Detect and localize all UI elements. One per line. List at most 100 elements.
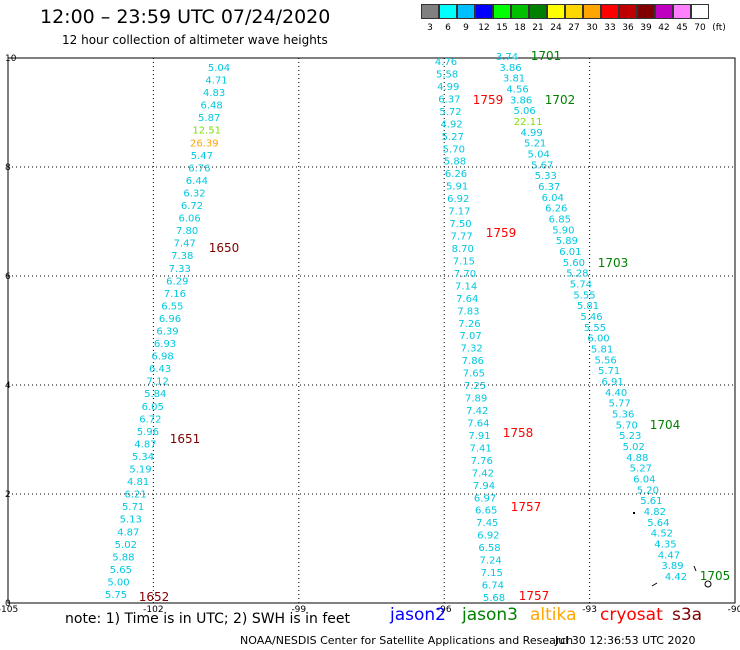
wave-height-value: 5.74 — [570, 280, 592, 291]
wave-height-value: 7.24 — [480, 556, 502, 567]
color-swatch — [439, 4, 457, 19]
page-title: 12:00 – 23:59 UTC 07/24/2020 — [40, 6, 331, 28]
wave-height-value: 5.13 — [120, 515, 142, 526]
wave-height-value: 7.33 — [169, 264, 191, 275]
footnote: note: 1) Time is in UTC; 2) SWH is in fe… — [65, 611, 351, 627]
wave-height-value: 6.85 — [549, 215, 571, 226]
wave-height-value: 4.52 — [651, 529, 673, 540]
wave-height-value: 12.51 — [192, 126, 221, 137]
legend-cryosat: cryosat — [600, 605, 663, 625]
wave-height-value: 6.97 — [474, 493, 496, 504]
pass-time-label: 1757 — [519, 589, 550, 603]
wave-height-value: 4.35 — [654, 540, 676, 551]
color-swatch — [421, 4, 439, 19]
color-scale-label: 18 — [514, 23, 526, 33]
wave-height-value: 6.00 — [587, 334, 609, 345]
pass-time-label: 1650 — [209, 241, 240, 255]
wave-height-value: 4.92 — [440, 119, 462, 130]
wave-height-value: 5.06 — [513, 106, 535, 117]
map-frame — [7, 57, 736, 604]
wave-height-value: 5.88 — [112, 552, 134, 563]
wave-height-value: 7.70 — [454, 269, 476, 280]
color-swatch — [493, 4, 511, 19]
color-swatch — [583, 4, 601, 19]
wave-height-value: 5.00 — [107, 577, 129, 588]
wave-height-value: 6.65 — [475, 506, 497, 517]
wave-height-value: 5.47 — [191, 151, 213, 162]
wave-height-value: 6.48 — [201, 101, 223, 112]
wave-height-value: 7.47 — [174, 239, 196, 250]
wave-height-value: 5.87 — [198, 113, 220, 124]
color-scale-label: 9 — [463, 23, 469, 33]
wave-height-value: 5.71 — [122, 502, 144, 513]
wave-height-value: 6.04 — [542, 193, 564, 204]
wave-height-value: 5.61 — [640, 496, 662, 507]
wave-height-value: 5.75 — [105, 590, 127, 601]
wave-height-value: 3.89 — [661, 561, 683, 572]
lat-tick-label: 6 — [5, 272, 11, 282]
wave-height-value: 7.65 — [463, 369, 485, 380]
legend-s3a: s3a — [672, 605, 703, 625]
wave-height-value: 7.07 — [459, 331, 481, 342]
wave-height-value: 6.55 — [161, 301, 183, 312]
wave-height-value: 5.58 — [436, 69, 458, 80]
wave-height-value: 5.19 — [129, 465, 151, 476]
color-scale-label: 24 — [550, 23, 562, 33]
pass-time-label: 1759 — [486, 226, 517, 240]
wave-height-value: 4.40 — [605, 388, 627, 399]
lon-tick-label: -99 — [291, 605, 306, 615]
color-scale-label: 39 — [640, 23, 652, 33]
wave-height-value: 4.99 — [521, 128, 543, 139]
wave-height-value: 7.15 — [481, 568, 503, 579]
wave-height-value: 6.29 — [166, 276, 188, 287]
wave-height-value: 6.39 — [156, 327, 178, 338]
wave-height-value: 3.81 — [503, 74, 525, 85]
unit-label: (ft) — [712, 23, 726, 33]
wave-height-value: 5.20 — [637, 485, 659, 496]
wave-height-value: 6.26 — [545, 204, 567, 215]
pass-time-label: 1701 — [531, 49, 562, 63]
coastline-mark — [651, 582, 658, 587]
credit-line: NOAA/NESDIS Center for Satellite Applica… — [240, 634, 574, 647]
wave-height-value: 6.76 — [188, 163, 210, 174]
pass-time-label: 1703 — [598, 256, 629, 270]
lon-tick-label: -93 — [582, 605, 597, 615]
generated-timestamp: Jul 30 12:36:53 UTC 2020 — [555, 634, 696, 647]
color-swatch — [565, 4, 583, 19]
wave-height-value: 8.70 — [452, 244, 474, 255]
wave-height-value: 7.45 — [476, 518, 498, 529]
wave-height-value: 5.28 — [566, 269, 588, 280]
pass-time-label: 1702 — [545, 93, 576, 107]
wave-height-value: 4.87 — [117, 527, 139, 538]
lon-tick-label: -105 — [0, 605, 18, 615]
wave-height-value: 5.34 — [132, 452, 154, 463]
wave-height-value: 3.86 — [499, 63, 521, 74]
wave-height-value: 6.06 — [178, 214, 200, 225]
color-scale-label: 45 — [676, 23, 688, 33]
color-scale-label: 15 — [496, 23, 508, 33]
legend-jason3: jason3 — [462, 605, 518, 625]
wave-height-value: 6.74 — [482, 581, 504, 592]
wave-height-value: 7.17 — [448, 207, 470, 218]
wave-height-value: 6.96 — [159, 314, 181, 325]
legend-altika: altika — [530, 605, 577, 625]
legend-jason2: jason2 — [390, 605, 446, 625]
wave-height-value: 7.80 — [176, 226, 198, 237]
wave-height-value: 4.56 — [506, 85, 528, 96]
wave-height-value: 5.60 — [563, 258, 585, 269]
wave-height-value: 7.64 — [456, 294, 478, 305]
color-scale-label: 42 — [658, 23, 670, 33]
color-swatch — [511, 4, 529, 19]
color-swatch — [673, 4, 691, 19]
wave-height-value: 7.91 — [468, 431, 490, 442]
wave-height-value: 6.37 — [438, 94, 460, 105]
lat-tick-label: 2 — [5, 490, 11, 500]
pass-time-label: 1652 — [139, 590, 170, 604]
wave-height-value: 5.70 — [443, 144, 465, 155]
color-swatch — [601, 4, 619, 19]
wave-height-value: 7.26 — [458, 319, 480, 330]
wave-height-value: 6.37 — [538, 182, 560, 193]
lat-tick-label: 8 — [5, 163, 11, 173]
color-scale-label: 12 — [478, 23, 490, 33]
island-outline — [704, 580, 712, 588]
